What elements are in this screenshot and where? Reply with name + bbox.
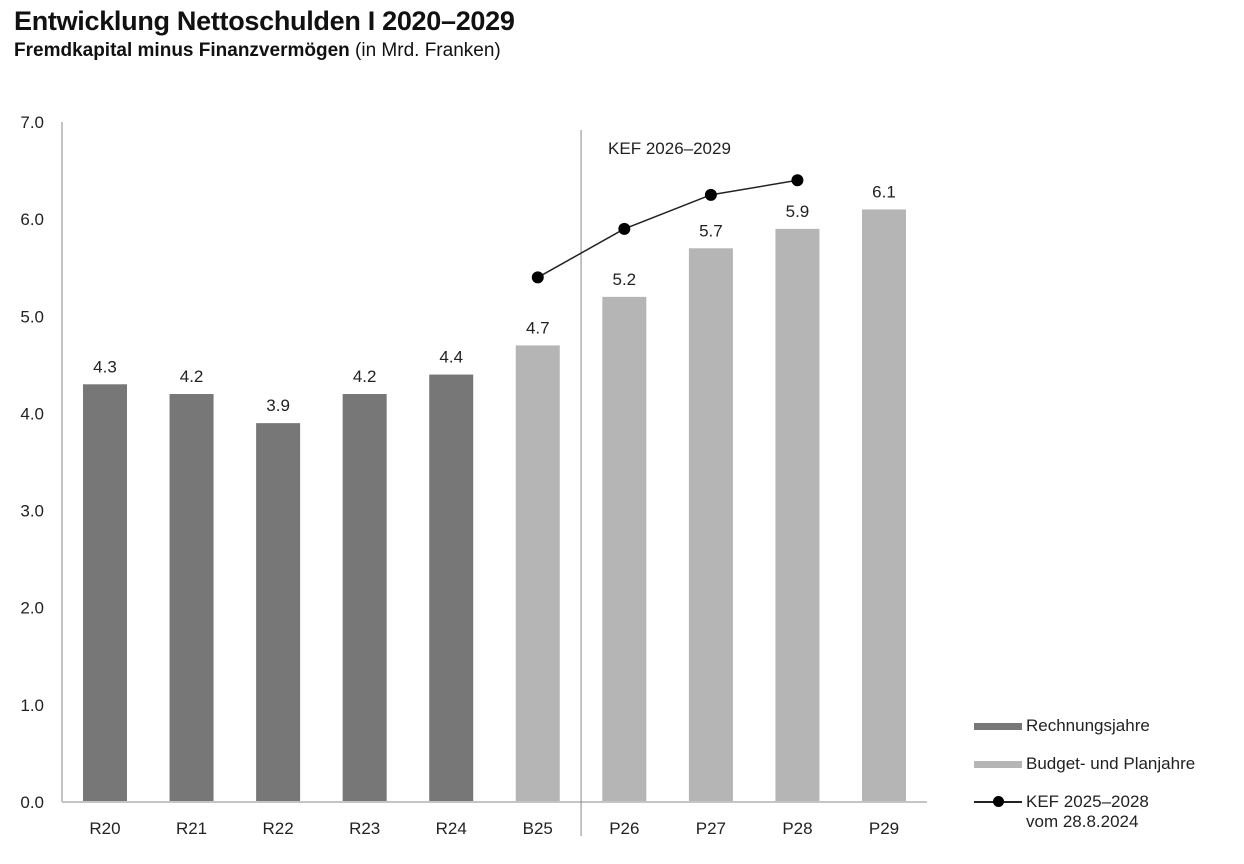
y-tick-label: 4.0 (20, 404, 44, 423)
bar-P26 (602, 296, 647, 802)
kef-point-P26 (618, 222, 631, 235)
data-label-P27: 5.7 (699, 221, 723, 240)
bar-R23 (342, 394, 387, 802)
y-tick-label: 3.0 (20, 502, 44, 521)
data-label-P29: 6.1 (872, 182, 896, 201)
x-tick-label: B25 (523, 819, 553, 838)
bar-P27 (688, 248, 733, 803)
subtitle-bold: Fremdkapital minus Finanzvermögen (14, 40, 350, 61)
kef-point-B25 (531, 271, 544, 284)
bar-R24 (429, 374, 474, 802)
data-label-R24: 4.4 (439, 348, 463, 367)
y-tick-label: 6.0 (20, 210, 44, 229)
kef-point-P27 (704, 188, 717, 201)
data-label-R20: 4.3 (93, 357, 117, 376)
legend-item-kef-line: KEF 2025–2028 vom 28.8.2024 (974, 792, 1195, 832)
subtitle-unit: (in Mrd. Franken) (355, 40, 501, 61)
y-tick-label: 0.0 (20, 793, 44, 812)
data-label-B25: 4.7 (526, 318, 550, 337)
bar-R21 (169, 394, 214, 802)
kef-point-P28 (791, 174, 804, 187)
y-tick-label: 1.0 (20, 696, 44, 715)
legend-label-actual: Rechnungsjahre (1026, 716, 1150, 735)
data-label-R22: 3.9 (266, 396, 290, 415)
x-tick-label: R21 (176, 819, 207, 838)
chart-title: Entwicklung Nettoschulden I 2020–2029 (14, 6, 515, 36)
x-tick-label: P27 (696, 819, 726, 838)
x-tick-label: R22 (263, 819, 294, 838)
x-tick-label: R24 (436, 819, 467, 838)
kef-line (537, 179, 798, 279)
legend-swatch-actual (974, 722, 1022, 730)
forecast-annotation: KEF 2026–2029 (608, 139, 731, 158)
bar-R22 (256, 423, 301, 802)
x-tick-label: P29 (869, 819, 899, 838)
legend: Rechnungsjahre Budget- und Planjahre KEF… (974, 716, 1195, 850)
legend-label-kef-line1: KEF 2025–2028 (1026, 792, 1149, 811)
data-label-R21: 4.2 (180, 367, 204, 386)
legend-line-marker-icon (974, 791, 1022, 811)
x-tick-label: P28 (782, 819, 812, 838)
bar-R20 (83, 384, 127, 802)
x-tick-label: R23 (349, 819, 380, 838)
data-label-R23: 4.2 (353, 367, 377, 386)
bar-P28 (775, 228, 820, 802)
chart-subtitle: Fremdkapital minus Finanzvermögen (in Mr… (14, 40, 501, 62)
x-tick-label: R20 (89, 819, 120, 838)
y-tick-label: 5.0 (20, 307, 44, 326)
legend-label-kef-line2: vom 28.8.2024 (1026, 812, 1139, 831)
data-label-P26: 5.2 (613, 270, 637, 289)
legend-swatch-plan (974, 760, 1022, 768)
bar-P29 (862, 209, 906, 802)
legend-label-plan: Budget- und Planjahre (1026, 754, 1196, 773)
bar-B25 (515, 345, 560, 802)
legend-item-actual: Rechnungsjahre (974, 716, 1195, 736)
data-label-P28: 5.9 (786, 202, 810, 221)
y-tick-label: 7.0 (20, 113, 44, 132)
x-tick-label: P26 (609, 819, 639, 838)
legend-item-plan: Budget- und Planjahre (974, 754, 1195, 774)
y-tick-label: 2.0 (20, 599, 44, 618)
